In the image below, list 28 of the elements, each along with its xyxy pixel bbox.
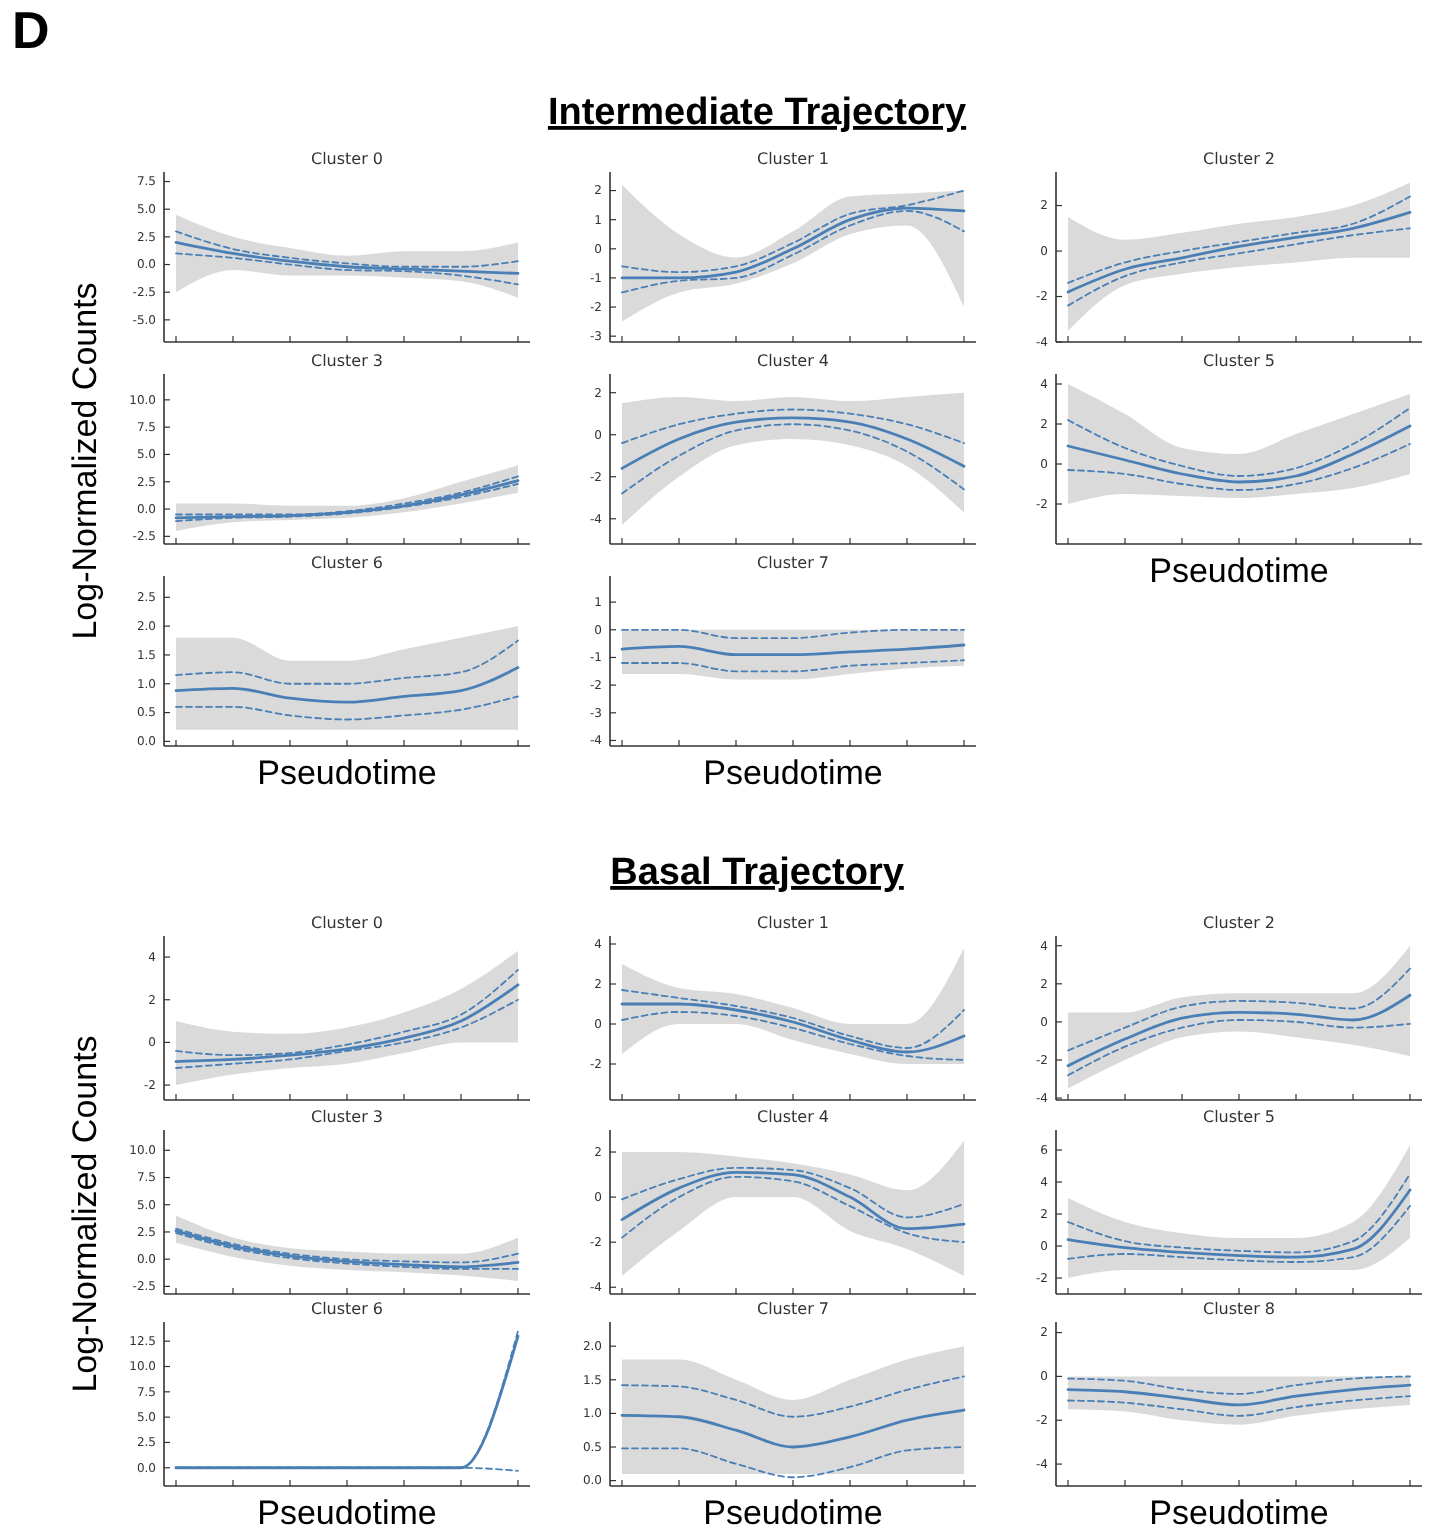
chart-title: Cluster 7 (756, 1300, 830, 1318)
x-axis-title: Pseudotime (257, 754, 437, 792)
chart-title: Cluster 4 (756, 352, 830, 370)
chart-title: Cluster 4 (756, 1108, 830, 1126)
chart-title: Cluster 3 (310, 352, 384, 370)
text: Basal Trajectory (610, 852, 905, 894)
text: Intermediate Trajectory (547, 92, 967, 134)
chart-title: Cluster 7 (756, 554, 830, 572)
chart-title: Cluster 2 (1202, 150, 1276, 168)
text: D (12, 0, 50, 60)
chart-title: Cluster 0 (310, 914, 384, 932)
y-axis-title: Log-Normalized Counts (66, 282, 104, 640)
chart-title: Cluster 1 (756, 914, 830, 932)
chart-title: Cluster 6 (310, 554, 384, 572)
x-axis-title: Pseudotime (703, 754, 883, 792)
chart-title: Cluster 5 (1202, 352, 1276, 370)
chart-title: Cluster 5 (1202, 1108, 1276, 1126)
x-axis-title: Pseudotime (703, 1494, 883, 1532)
x-axis-title: Pseudotime (1149, 1494, 1329, 1532)
chart-title: Cluster 0 (310, 150, 384, 168)
chart-title: Cluster 1 (756, 150, 830, 168)
x-axis-title: Pseudotime (1149, 552, 1329, 590)
chart-title: Cluster 8 (1202, 1300, 1276, 1318)
x-axis-title: Pseudotime (257, 1494, 437, 1532)
chart-title: Cluster 2 (1202, 914, 1276, 932)
y-axis-title: Log-Normalized Counts (66, 1035, 104, 1393)
chart-title: Cluster 6 (310, 1300, 384, 1318)
chart-title: Cluster 3 (310, 1108, 384, 1126)
